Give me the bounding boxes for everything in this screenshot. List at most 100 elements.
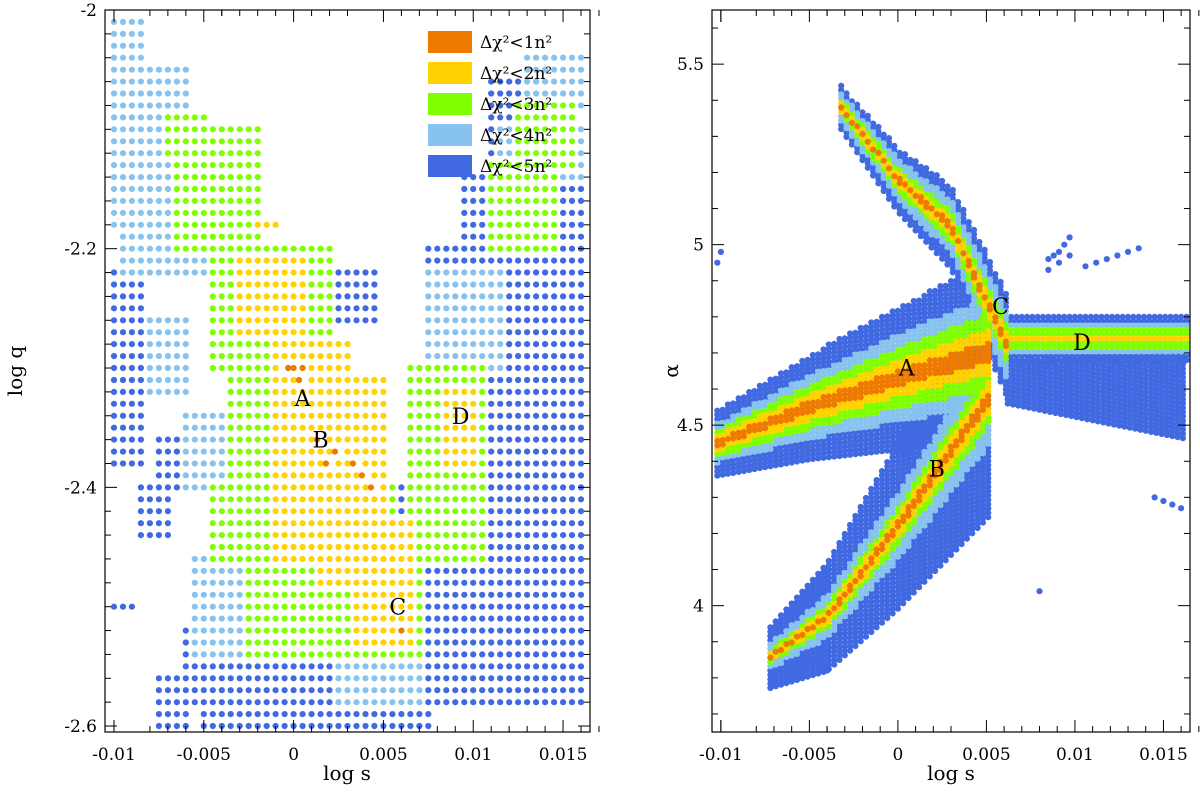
- data-point-level-2: [407, 520, 414, 527]
- data-point-level-5: [947, 543, 955, 550]
- data-point-level-3: [452, 496, 459, 503]
- data-point-level-5: [560, 496, 567, 503]
- data-point-level-4: [921, 405, 928, 412]
- data-point-level-5: [1105, 403, 1112, 410]
- data-point-level-5: [479, 257, 486, 264]
- data-point-level-2: [281, 281, 288, 288]
- data-point-level-5: [793, 598, 801, 606]
- data-point-level-5: [921, 314, 928, 321]
- data-point-level-2: [398, 591, 405, 598]
- data-point-level-5: [974, 524, 981, 532]
- data-point-level-5: [896, 149, 903, 156]
- data-point-level-3: [254, 448, 261, 455]
- data-point-level-5: [889, 467, 896, 474]
- data-point-level-5: [155, 532, 162, 539]
- data-point-level-5: [815, 588, 822, 595]
- data-point-level-3: [182, 126, 189, 133]
- data-point-level-5: [1178, 313, 1185, 320]
- data-point-level-5: [852, 642, 859, 650]
- data-point-level-4: [488, 329, 495, 336]
- data-point-level-5: [1105, 390, 1112, 397]
- data-point-level-4: [831, 371, 838, 378]
- data-point-level-5: [1110, 382, 1117, 389]
- data-point-level-5: [762, 390, 769, 397]
- data-point-level-3: [227, 532, 234, 539]
- data-point-level-5: [1105, 416, 1112, 423]
- data-point-level-5: [119, 329, 127, 336]
- data-point-level-2: [281, 496, 288, 503]
- data-point-level-3: [173, 233, 180, 240]
- data-point-level-4: [137, 162, 144, 169]
- data-point-level-5: [852, 621, 859, 628]
- data-point-level-4: [164, 66, 171, 73]
- data-point-level-5: [1132, 373, 1139, 380]
- data-point-level-5: [1063, 360, 1070, 367]
- data-point-level-5: [1148, 420, 1155, 427]
- data-point-level-5: [820, 651, 827, 658]
- data-point-level-3: [326, 245, 333, 252]
- data-point-level-5: [1077, 318, 1084, 325]
- data-point-level-4: [236, 567, 243, 575]
- data-point-level-3: [236, 388, 243, 395]
- data-point-level-3: [200, 114, 207, 121]
- data-point-level-2: [380, 555, 387, 563]
- data-point-level-5: [524, 520, 531, 527]
- data-point-level-5: [965, 297, 972, 304]
- data-point-level-5: [1063, 381, 1070, 388]
- data-point-level-5: [884, 588, 891, 596]
- data-point-level-5: [767, 389, 774, 396]
- data-point-level-5: [979, 484, 987, 491]
- data-point-level-5: [1089, 373, 1096, 381]
- data-point-level-5: [1084, 403, 1091, 410]
- data-point-level-5: [932, 559, 939, 566]
- data-point-level-5: [974, 459, 981, 467]
- data-point-level-5: [308, 687, 315, 694]
- data-point-level-5: [884, 467, 891, 474]
- data-point-level-4: [200, 484, 207, 491]
- data-point-level-5: [1057, 363, 1064, 370]
- data-point-level-2: [371, 615, 378, 622]
- data-point-level-5: [568, 699, 576, 706]
- data-point-level-2: [299, 508, 306, 515]
- data-point-level-5: [1084, 411, 1091, 418]
- data-point-level-2: [335, 341, 342, 348]
- data-point-level-5: [868, 524, 875, 532]
- data-point-level-3: [533, 138, 540, 145]
- data-point-level-3: [308, 257, 315, 264]
- data-point-level-5: [820, 573, 827, 580]
- data-point-level-5: [788, 678, 795, 685]
- data-point-level-5: [1153, 425, 1160, 432]
- data-point-level-3: [551, 174, 558, 181]
- data-point-level-5: [506, 412, 513, 419]
- data-point-level-4: [164, 221, 171, 228]
- data-point-level-4: [110, 126, 118, 133]
- data-point-level-5: [425, 651, 432, 658]
- data-point-level-5: [793, 594, 801, 601]
- data-point-level-2: [452, 400, 459, 407]
- data-point-level-3: [542, 114, 549, 121]
- data-point-level-5: [970, 235, 978, 242]
- data-point-level-3: [434, 424, 441, 431]
- data-point-level-5: [173, 484, 180, 491]
- data-point-level-5: [1105, 364, 1112, 371]
- data-point-level-5: [868, 432, 875, 439]
- data-point-level-2: [398, 639, 405, 646]
- data-point-level-5: [907, 213, 914, 220]
- data-point-level-5: [825, 661, 832, 669]
- data-point-level-5: [986, 258, 994, 266]
- data-point-level-3: [218, 532, 225, 539]
- data-point-level-4: [777, 435, 785, 442]
- data-point-level-4: [434, 269, 441, 276]
- data-point-level-5: [894, 458, 902, 465]
- data-point-level-2: [317, 424, 324, 431]
- data-point-level-4: [443, 281, 450, 288]
- data-point-level-3: [434, 460, 441, 467]
- data-point-level-5: [894, 584, 902, 591]
- data-point-level-3: [326, 269, 333, 276]
- data-point-level-5: [783, 662, 790, 669]
- data-point-level-4: [488, 305, 495, 312]
- data-point-level-5: [857, 603, 864, 610]
- data-point-level-2: [245, 281, 252, 288]
- data-point-level-5: [1063, 407, 1070, 414]
- data-point-level-2: [452, 424, 459, 431]
